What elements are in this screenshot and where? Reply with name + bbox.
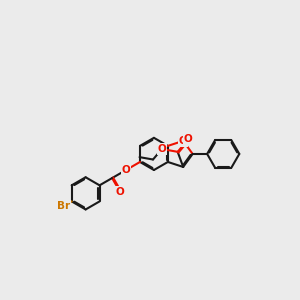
Text: O: O xyxy=(116,187,124,197)
Text: Br: Br xyxy=(57,201,70,211)
Text: O: O xyxy=(184,134,192,145)
Text: O: O xyxy=(179,136,188,146)
Text: O: O xyxy=(158,144,166,154)
Text: O: O xyxy=(122,165,130,175)
